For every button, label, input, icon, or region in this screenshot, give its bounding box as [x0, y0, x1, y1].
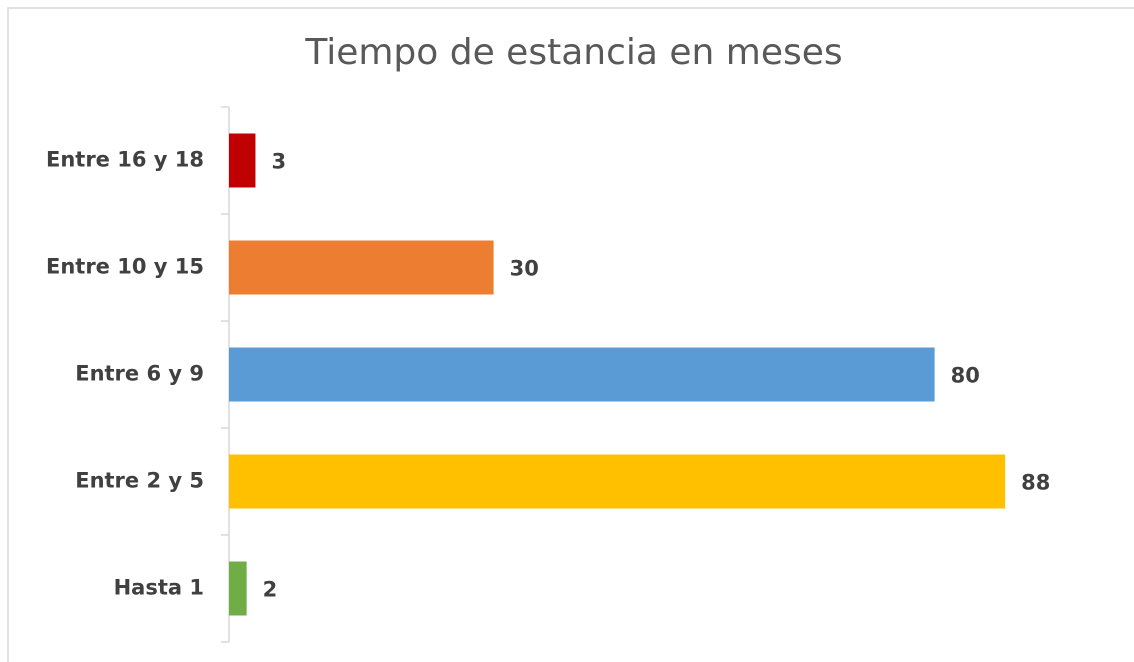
bar: [229, 454, 1006, 509]
y-tick-label: Hasta 1: [114, 576, 204, 600]
bar: [229, 347, 935, 402]
value-label: 88: [1021, 471, 1050, 495]
y-tick-label: Entre 6 y 9: [75, 362, 204, 386]
bar: [229, 561, 247, 616]
bar: [229, 133, 256, 188]
y-tick-label: Entre 10 y 15: [46, 255, 204, 279]
y-tick-label: Entre 16 y 18: [46, 148, 204, 172]
y-tick-label: Entre 2 y 5: [75, 469, 204, 493]
value-label: 80: [951, 364, 980, 388]
bar: [229, 240, 494, 295]
chart-title: Tiempo de estancia en meses: [304, 32, 842, 73]
value-label: 3: [271, 150, 286, 174]
value-label: 30: [510, 257, 539, 281]
chart-frame: [7, 7, 1134, 662]
value-label: 2: [263, 578, 278, 602]
